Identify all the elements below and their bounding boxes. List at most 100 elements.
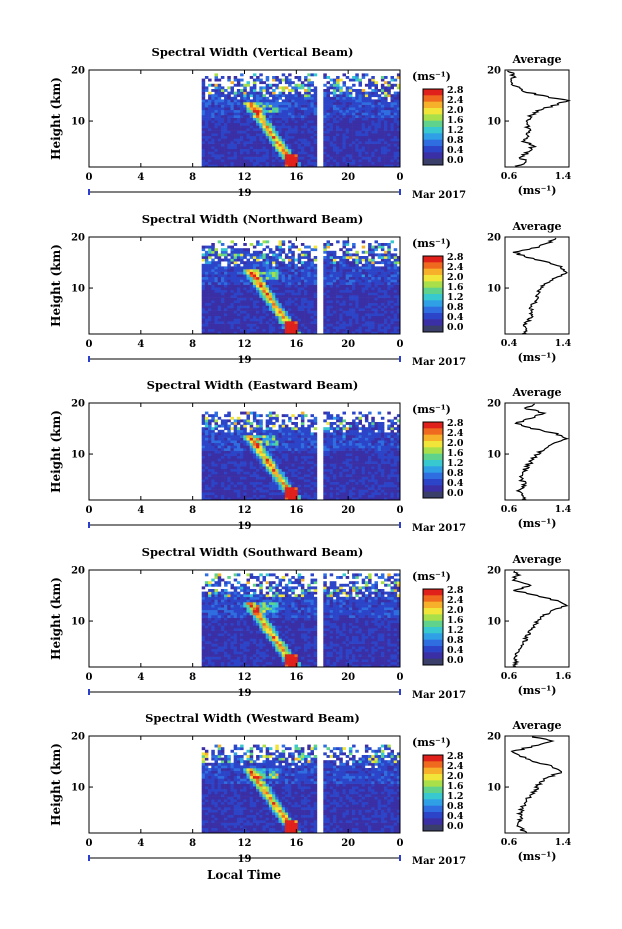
heatmap-cell [339,107,343,111]
heatmap-cell [227,453,231,457]
heatmap-cell [220,476,225,480]
heatmap-cell [380,269,385,272]
heatmap-cell [326,300,330,304]
heatmap-cell [224,109,228,113]
heatmap-cell [288,442,292,446]
heatmap-cell [291,300,295,304]
heatmap-cell [361,164,366,168]
heatmap-cell [307,261,311,265]
heatmap-cell [224,466,228,470]
heatmap-cell [275,414,279,418]
heatmap-cell [387,83,391,87]
heatmap-cell [236,125,241,129]
heatmap-cell [278,91,282,95]
heatmap-cell [323,289,327,293]
heatmap-cell [204,489,209,493]
heatmap-cell [227,497,231,501]
heatmap-cell [268,104,273,108]
heatmap-cell [240,411,244,415]
heatmap-cell [387,159,391,163]
heatmap-cell [204,295,209,298]
heatmap-cell [240,159,244,163]
heatmap-cell [208,282,212,285]
heatmap-cell [329,323,334,327]
heatmap-cell [368,122,372,126]
heatmap-cell [313,115,318,118]
heatmap-cell [332,154,337,157]
heatmap-cell [243,94,247,98]
heatmap-cell [361,271,366,275]
heatmap-cell [332,321,337,324]
heatmap-cell [294,292,298,296]
heatmap-cell [368,326,372,330]
heatmap-cell [300,461,305,464]
heatmap-cell [307,125,311,129]
heatmap-cell [384,146,388,150]
heatmap-cell [288,468,292,472]
heatmap-cell [380,161,385,165]
heatmap-cell [313,130,318,134]
heatmap-cell [291,258,295,262]
heatmap-cell [307,328,311,332]
heatmap-cell [313,161,318,165]
avg-y-tick-label: 10 [487,284,501,295]
heatmap-cell [284,276,289,280]
heatmap-cell [304,76,308,79]
date-label: Mar 2017 [412,190,466,201]
heatmap-cell [310,138,314,142]
heatmap-cell [300,302,305,306]
heatmap-cell [224,151,228,155]
heatmap-cell [294,318,298,322]
heatmap-cell [220,432,225,436]
heatmap-cell [256,424,260,428]
heatmap-cell [220,323,225,327]
heatmap-cell [332,289,337,293]
heatmap-cell [268,109,273,113]
heatmap-cell [268,112,273,116]
heatmap-cell [342,104,346,108]
heatmap-cell [259,484,263,488]
heatmap-cell [233,164,238,168]
heatmap-cell [281,271,286,275]
heatmap-cell [243,279,247,283]
heatmap-cell [310,143,314,147]
heatmap-cell [227,258,231,262]
heatmap-cell [204,117,209,121]
heatmap-cell [208,266,212,270]
heatmap-cell [252,297,257,301]
heatmap-cell [272,435,276,438]
heatmap-cell [278,287,282,291]
heatmap-cell [361,302,366,306]
heatmap-cell [355,271,359,275]
heatmap-cell [217,115,222,118]
heatmap-cell [396,269,401,272]
heatmap-cell [201,489,206,493]
heatmap-cell [377,328,382,332]
heatmap-cell [361,156,366,160]
heatmap-cell [342,154,346,157]
heatmap-cell [256,297,260,301]
heatmap-cell [227,302,231,306]
heatmap-cell [377,99,382,103]
heatmap-cell [326,321,330,324]
heatmap-cell [374,89,378,92]
heatmap-cell [348,248,353,252]
heatmap-cell [214,331,218,335]
heatmap-cell [384,81,388,85]
heatmap-cell [297,476,302,480]
heatmap-cell [208,474,212,477]
heatmap-cell [240,432,244,436]
heatmap-cell [275,318,279,322]
heatmap-cell [313,292,318,296]
heatmap-cell [224,96,228,100]
heatmap-cell [326,279,330,283]
heatmap-cell [220,143,225,147]
heatmap-cell [291,245,295,249]
heatmap-cell [348,151,353,155]
heatmap-cell [336,271,340,275]
heatmap-cell [345,151,350,155]
heatmap-cell [217,323,222,327]
heatmap-cell [246,479,250,483]
heatmap-cell [297,308,302,311]
heatmap-cell [358,261,362,265]
